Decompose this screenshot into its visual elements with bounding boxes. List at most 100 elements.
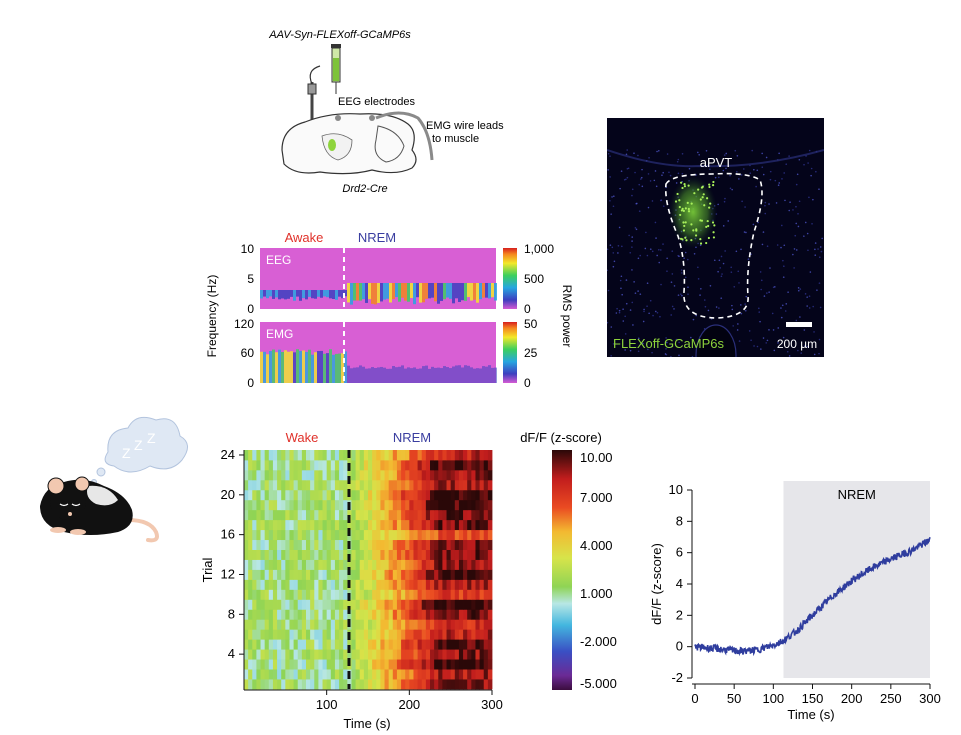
heatmap-cell [376,509,381,521]
dapi-cell [634,227,637,229]
heatmap-cell [306,639,311,650]
emg-cbar-tick: 25 [524,346,538,360]
dapi-cell [727,220,730,222]
gfp-cell [711,221,715,224]
dapi-cell [788,209,791,212]
heatmap-cell [450,609,456,620]
heatmap-cell [343,669,348,680]
heatmap-cell [409,450,414,461]
eeg-ytick: 0 [247,302,254,316]
heatmap-cell [277,659,282,670]
heatmap-cell [244,579,249,590]
heatmap-cell [388,619,394,630]
dapi-cell [690,336,692,339]
emg-band-cell [386,368,389,383]
heatmap-cell [417,569,423,580]
dapi-cell [740,304,742,306]
heatmap-cell [392,569,398,580]
heatmap-cell [339,599,344,610]
heatmap-cell [244,629,249,640]
gfp-cell [699,237,702,241]
dapi-cell [818,256,821,259]
heatmap-cell [388,639,394,650]
gfp-cell [692,229,695,232]
heatmap-cell [479,499,485,511]
heatmap-cell [351,619,356,630]
heatmap-cell [264,609,270,620]
heatmap-cell [310,529,315,541]
heatmap-cell [334,509,340,521]
dapi-cell [625,153,628,156]
heatmap-cell [268,619,274,630]
heatmap-cell [413,649,418,660]
heatmap-cell [277,450,282,461]
heatmap-cell [384,499,390,511]
emg-band-cell [266,354,269,383]
heatmap-cell [475,519,480,531]
heatmap-cell [355,649,361,660]
heatmap-cell [268,529,274,541]
heatmap-cell [483,649,489,660]
heatmap-cell [343,499,348,511]
heatmap-cell [438,459,443,471]
dapi-cell [624,333,627,335]
heatmap-cell [326,579,332,590]
heatmap-cell [314,479,319,491]
heatmap-cell [396,589,402,600]
heatmap-cell [396,489,402,501]
heatmap-cell [260,669,266,680]
heatmap-cell [264,619,270,630]
heatmap-cell [252,469,257,481]
dapi-cell [772,329,775,331]
heatmap-cell [285,669,290,680]
emg-band-cell [353,367,356,383]
heatmap-nrem-label: NREM [393,430,431,445]
heatmap-cell [434,599,439,610]
eeg-band-cell [302,290,305,299]
dapi-cell [649,248,652,250]
heatmap-cell [413,599,418,610]
dapi-cell [661,174,663,177]
heatmap-cell [396,509,402,521]
emg-band-cell [428,368,431,383]
heatmap-cell [446,629,452,640]
dapi-cell [677,172,680,175]
heatmap-row [244,450,493,461]
heatmap-cell [322,499,328,511]
heatmap-cell [388,599,394,610]
dapi-cell [784,199,786,202]
surgery-schematic: AAV-Syn-FLEXoff-GCaMP6s EEG electrodes E… [268,29,504,195]
heatmap-cell [306,589,311,600]
dapi-cell [730,266,732,269]
heatmap-colorbar-tick-label: 4.000 [580,538,613,553]
heatmap-cell [343,649,348,660]
heatmap-cell [268,569,274,580]
emg-ytick: 60 [241,346,255,360]
heatmap-cell [425,619,431,630]
heatmap-cell [479,549,485,560]
heatmap-cell [450,509,456,521]
heatmap-cell [413,629,418,640]
dapi-cell [763,295,766,297]
heatmap-cell [425,459,431,471]
heatmap-cell [396,649,402,660]
heatmap-cell [268,519,274,531]
heatmap-cell [326,589,332,600]
heatmap-cell [285,529,290,541]
heatmap-cell [421,559,427,570]
heatmap-cell [487,450,493,461]
gfp-cell [684,236,687,239]
heatmap-cell [446,499,452,511]
heatmap-cell [372,649,377,660]
emg-band-cell [380,366,383,383]
heatmap-cell [334,469,340,481]
heatmap-cell [421,529,427,541]
emg-band-cell [332,354,335,383]
dapi-cell [761,152,763,155]
heatmap-cell [475,489,480,501]
heatmap-cell [467,489,472,501]
dapi-cell [780,246,782,249]
heatmap-cell [463,669,468,680]
heatmap-cell [438,639,443,650]
heatmap-cell [380,499,385,511]
